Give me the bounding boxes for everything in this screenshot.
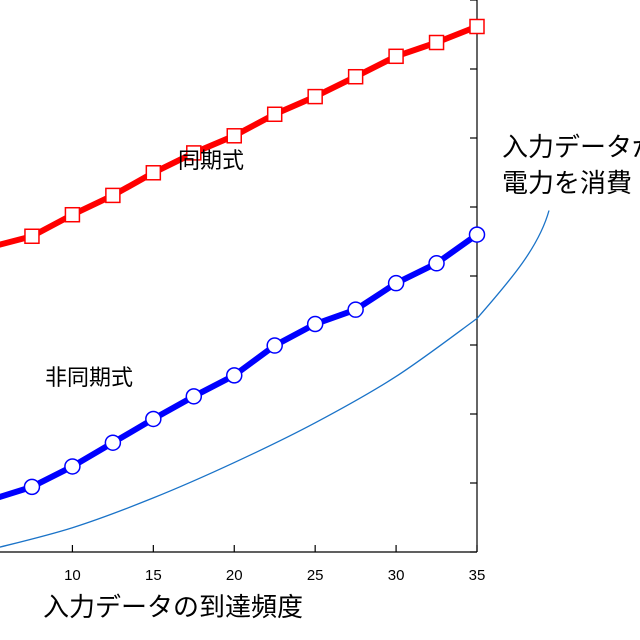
data-point <box>306 315 324 333</box>
data-point <box>428 34 445 51</box>
x-tick-label: 20 <box>226 567 243 584</box>
data-point <box>104 434 122 451</box>
right-ticks <box>470 0 477 553</box>
data-point <box>266 106 283 123</box>
data-point <box>266 337 283 354</box>
annotation-line-2: 電力を消費 <box>502 169 632 199</box>
data-point <box>226 128 242 144</box>
data-point <box>105 187 121 204</box>
data-point <box>226 367 243 384</box>
data-point <box>24 228 40 245</box>
data-point <box>347 301 364 318</box>
series <box>0 18 486 501</box>
x-tick-label: 30 <box>388 567 405 584</box>
data-point <box>347 68 364 85</box>
x-tick-label: 10 <box>64 567 81 584</box>
data-point <box>145 165 162 181</box>
curve-series <box>0 210 550 548</box>
data-point <box>388 48 404 65</box>
data-point <box>468 226 486 243</box>
x-tick-label: 15 <box>145 567 162 584</box>
annotation-line-1: 入力データが <box>502 133 640 163</box>
data-point <box>428 255 445 272</box>
data-point <box>387 274 405 292</box>
series-label-sync: 同期式 <box>178 149 244 174</box>
data-point <box>64 206 81 223</box>
data-point <box>185 388 203 405</box>
data-point <box>145 410 162 428</box>
data-point <box>186 145 202 161</box>
series-label-async: 非同期式 <box>45 366 133 391</box>
x-tick-label: 25 <box>307 567 324 584</box>
x-axis-title: 入力データの到達頻度 <box>43 593 303 623</box>
data-point <box>23 478 41 496</box>
data-point <box>469 18 485 35</box>
data-point <box>64 458 81 475</box>
curve-line <box>0 210 550 548</box>
data-point <box>307 88 323 105</box>
x-ticks: 10 15 20 25 30 35 <box>64 545 485 584</box>
x-tick-label: 35 <box>469 567 486 584</box>
